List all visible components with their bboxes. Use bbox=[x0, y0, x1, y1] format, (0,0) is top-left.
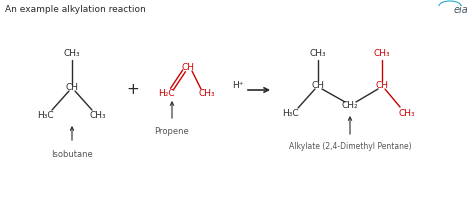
Text: CH₃: CH₃ bbox=[199, 88, 215, 97]
Text: H₃C: H₃C bbox=[282, 109, 298, 118]
Text: Alkylate (2,4-Dimethyl Pentane): Alkylate (2,4-Dimethyl Pentane) bbox=[289, 142, 411, 151]
Text: H₂C: H₂C bbox=[158, 88, 174, 97]
Text: H⁺: H⁺ bbox=[232, 81, 244, 91]
Text: eia: eia bbox=[453, 5, 468, 15]
Text: H₃C: H₃C bbox=[36, 112, 53, 121]
Text: CH: CH bbox=[182, 63, 194, 71]
Text: CH: CH bbox=[375, 80, 389, 89]
Text: CH₃: CH₃ bbox=[90, 112, 106, 121]
Text: Isobutane: Isobutane bbox=[51, 150, 93, 159]
Text: An example alkylation reaction: An example alkylation reaction bbox=[5, 5, 146, 14]
Text: CH₃: CH₃ bbox=[64, 50, 80, 59]
Text: CH: CH bbox=[65, 84, 79, 92]
Text: CH: CH bbox=[311, 80, 325, 89]
Text: Propene: Propene bbox=[155, 127, 190, 136]
Text: +: + bbox=[127, 83, 139, 97]
Text: CH₂: CH₂ bbox=[342, 101, 358, 109]
Text: CH₃: CH₃ bbox=[374, 50, 390, 59]
Text: CH₃: CH₃ bbox=[399, 109, 415, 118]
Text: CH₃: CH₃ bbox=[310, 50, 326, 59]
